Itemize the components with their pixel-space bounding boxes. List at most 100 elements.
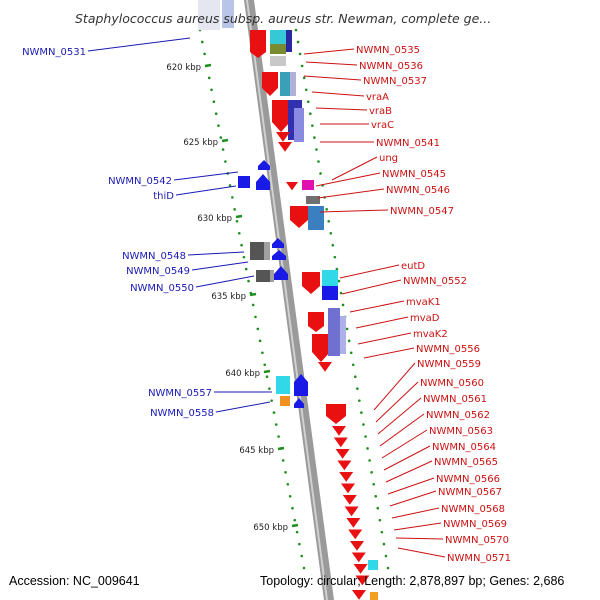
forward-gene-arrow [312,334,330,362]
gene-block [280,72,290,96]
forward-gene-arrow [342,495,357,505]
reverse-gene-arrow [294,374,308,396]
kbp-tick-mark [235,214,243,219]
track-dot [274,423,278,426]
right-gene-label: NWMN_0537 [363,76,427,87]
right-gene-leader-line [355,316,409,329]
track-dot [358,399,361,402]
track-dot [380,530,384,534]
right-gene-leader-line [331,156,378,181]
left-gene-leader-line [195,275,255,288]
reverse-gene-arrow [274,266,288,280]
gene-block [270,44,286,54]
track-dot [378,518,382,522]
forward-gene-arrow [335,449,350,459]
left-gene-label: NWMN_0548 [122,251,186,262]
right-gene-leader-line [375,381,419,423]
track-dot [298,52,302,56]
right-gene-leader-line [303,48,355,55]
track-dot [217,124,220,127]
right-gene-label: NWMN_0552 [403,276,467,287]
forward-gene-arrow [353,564,368,574]
gene-block [308,206,324,230]
track-dot [212,100,216,104]
forward-gene-arrow [348,529,363,540]
right-gene-labels: NWMN_0535 NWMN_0536 NWMN_0537 vraA vraB vraC N… [303,45,511,564]
track-dot [331,243,335,247]
forward-gene-arrow [302,272,320,294]
track-dot [356,387,359,390]
track-dot [293,518,297,522]
track-dot [311,124,314,127]
genome-summary-text: Topology: circular; Length: 2,878,897 bp… [260,574,564,588]
forward-gene-arrow [318,362,332,372]
right-gene-label: mvaD [410,313,440,324]
kbp-tick-mark [249,292,257,297]
right-gene-label: NWMN_0556 [416,344,480,355]
kbp-tick-mark [291,523,299,528]
left-gene-leader-line [173,171,239,181]
track-dot [351,363,355,367]
left-gene-label: NWMN_0531 [22,47,86,58]
track-dot [325,208,328,211]
gene-block [368,560,378,570]
forward-gene-arrow [341,483,355,494]
track-dot [286,483,290,486]
gene-block [250,30,266,44]
right-gene-label: NWMN_0571 [447,553,511,564]
track-dot [295,530,299,534]
forward-gene-arrow [352,590,366,600]
gene-block [280,396,290,406]
track-dot [327,219,331,223]
track-dot [233,208,236,211]
reverse-gene-arrow [256,174,270,190]
right-gene-leader-line [395,537,444,540]
track-dot [372,483,375,486]
track-dot [384,554,388,558]
reverse-gene-arrow [294,398,304,408]
track-dot [364,435,367,438]
right-gene-label: ung [379,153,398,164]
track-dot [360,411,363,414]
track-dot [265,375,269,379]
right-gene-label: vraC [371,120,394,131]
track-dot [370,471,373,474]
right-gene-leader-line [381,429,428,459]
track-dot [240,243,243,247]
right-gene-leader-line [317,188,385,199]
right-gene-label: NWMN_0535 [356,45,420,56]
right-gene-label: NWMN_0568 [441,504,505,515]
kbp-tick-label: 640 kbp [225,369,260,379]
gene-block [294,108,304,142]
track-dot [337,279,341,283]
forward-gene-arrow [344,506,359,517]
forward-gene-arrow [286,182,298,191]
right-gene-label: NWMN_0560 [420,378,484,389]
track-dot [228,184,232,187]
track-dot [268,387,271,390]
track-dot [341,303,345,307]
chromosome-spine-highlight [246,0,328,600]
track-dot [258,339,262,343]
left-gene-leader-line [87,37,191,52]
track-dot [304,88,308,92]
top-features [198,0,234,30]
left-gene-label: thiD [153,191,174,202]
kbp-tick-label: 635 kbp [211,292,246,302]
track-dot [366,447,369,450]
right-gene-label: NWMN_0547 [390,206,454,217]
track-dot [386,566,390,570]
track-dot [298,542,301,546]
forward-gene-arrow [346,518,361,528]
kbp-tick-mark [204,63,212,68]
left-gene-leader-line [187,251,245,256]
forward-gene-arrow [355,575,370,586]
gene-block [370,592,378,600]
track-dot [210,88,213,92]
track-dot [382,542,386,546]
right-gene-leader-line [349,300,405,313]
track-dot [306,100,310,104]
track-dot [319,172,322,175]
track-dot [302,76,306,80]
